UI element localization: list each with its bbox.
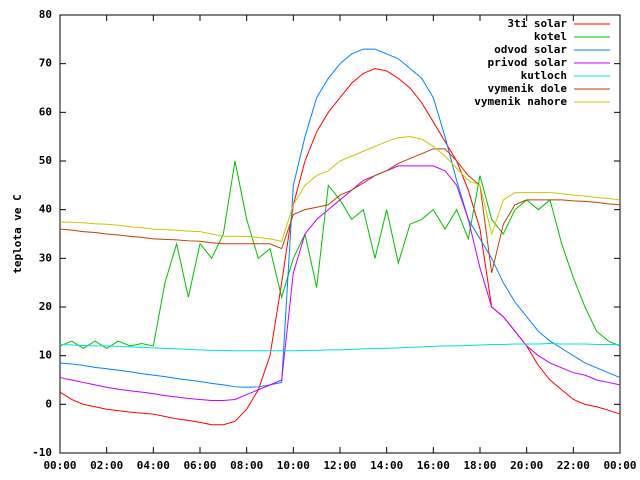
x-tick-label: 10:00	[277, 459, 310, 472]
series-line	[59, 165, 621, 401]
legend-label: kotel	[534, 30, 567, 43]
y-tick-label: 30	[39, 251, 52, 264]
series-line	[59, 68, 621, 426]
x-tick-label: 12:00	[323, 459, 356, 472]
x-tick-label: 06:00	[183, 459, 216, 472]
x-tick-label: 00:00	[603, 459, 636, 472]
y-tick-label: 60	[39, 105, 52, 118]
legend-label: odvod solar	[494, 43, 567, 56]
x-tick-label: 16:00	[417, 459, 450, 472]
series-line	[59, 160, 621, 349]
x-tick-label: 22:00	[557, 459, 590, 472]
x-tick-label: 18:00	[463, 459, 496, 472]
legend-label: privod solar	[488, 56, 568, 69]
legend-label: vymenik dole	[488, 82, 568, 95]
legend-label: vymenik nahore	[474, 95, 567, 108]
x-tick-label: 00:00	[43, 459, 76, 472]
x-tick-label: 14:00	[370, 459, 403, 472]
y-tick-label: 50	[39, 154, 52, 167]
y-axis-label: teplota ve C	[11, 194, 24, 273]
x-tick-label: 20:00	[510, 459, 543, 472]
x-tick-label: 04:00	[137, 459, 170, 472]
x-tick-label: 08:00	[230, 459, 263, 472]
y-tick-label: 40	[39, 203, 52, 216]
y-tick-label: -10	[32, 446, 52, 459]
y-tick-label: 0	[45, 397, 52, 410]
series-line	[59, 148, 621, 274]
y-tick-label: 20	[39, 300, 52, 313]
y-tick-label: 80	[39, 8, 52, 21]
y-tick-label: 70	[39, 57, 52, 70]
series-line	[59, 342, 620, 352]
legend-label: kutloch	[521, 69, 567, 82]
series-line	[59, 136, 621, 242]
legend-label: 3ti solar	[507, 17, 567, 30]
series-line	[59, 48, 621, 388]
y-tick-label: 10	[39, 349, 52, 362]
x-tick-label: 02:00	[90, 459, 123, 472]
